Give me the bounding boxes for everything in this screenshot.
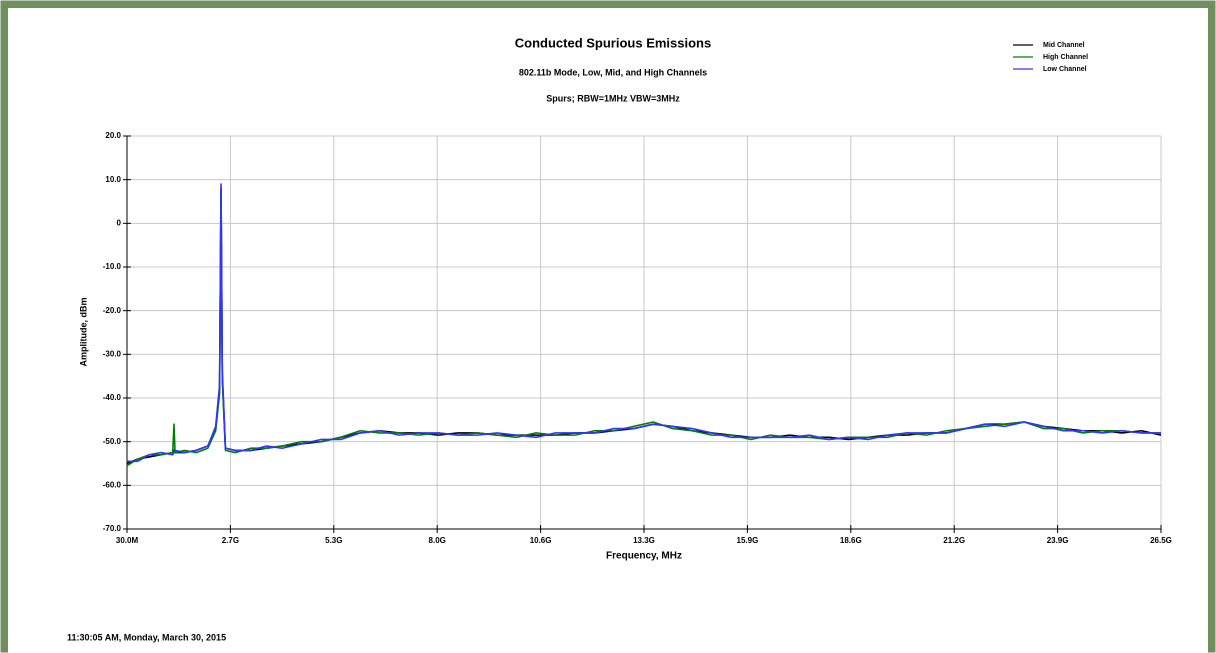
chart-annotation: Spurs; RBW=1MHz VBW=3MHz bbox=[546, 93, 680, 103]
chart-title: Conducted Spurious Emissions bbox=[515, 35, 711, 50]
legend-label: Low Channel bbox=[1043, 66, 1087, 73]
x-tick-label: 5.3G bbox=[325, 536, 342, 545]
chart-subtitle: 802.11b Mode, Low, Mid, and High Channel… bbox=[519, 67, 707, 77]
x-tick-label: 8.0G bbox=[429, 536, 446, 545]
y-tick-label: 20.0 bbox=[105, 131, 121, 140]
x-tick-label: 15.9G bbox=[737, 536, 759, 545]
x-tick-label: 18.6G bbox=[840, 536, 862, 545]
x-tick-label: 2.7G bbox=[222, 536, 239, 545]
y-tick-label: -10.0 bbox=[103, 262, 122, 271]
y-tick-label: -40.0 bbox=[103, 393, 122, 402]
legend-label: High Channel bbox=[1043, 54, 1088, 61]
footer-timestamp: 11:30:05 AM, Monday, March 30, 2015 bbox=[67, 632, 226, 642]
y-tick-label: -50.0 bbox=[103, 437, 122, 446]
y-tick-label: -60.0 bbox=[103, 480, 122, 489]
x-tick-label: 21.2G bbox=[943, 536, 965, 545]
y-tick-label: 10.0 bbox=[105, 175, 121, 184]
y-axis-label: Amplitude, dBm bbox=[78, 298, 88, 367]
y-tick-label: 0 bbox=[117, 218, 122, 227]
x-axis-label: Frequency, MHz bbox=[606, 551, 682, 562]
y-tick-label: -30.0 bbox=[103, 349, 122, 358]
x-tick-label: 23.9G bbox=[1047, 536, 1069, 545]
legend-label: Mid Channel bbox=[1043, 42, 1085, 49]
y-tick-label: -20.0 bbox=[103, 306, 122, 315]
chart-panel bbox=[8, 8, 1208, 653]
y-tick-label: -70.0 bbox=[103, 524, 122, 533]
x-tick-label: 13.3G bbox=[633, 536, 655, 545]
x-tick-label: 10.6G bbox=[530, 536, 552, 545]
x-tick-label: 26.5G bbox=[1150, 536, 1172, 545]
x-tick-label: 30.0M bbox=[116, 536, 139, 545]
series-line bbox=[127, 183, 1161, 463]
